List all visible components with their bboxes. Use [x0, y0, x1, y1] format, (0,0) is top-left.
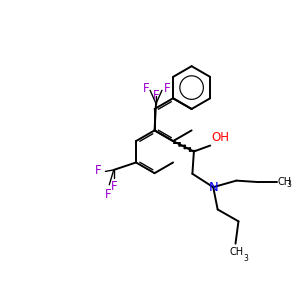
- Text: 3: 3: [244, 254, 248, 263]
- Text: F: F: [110, 180, 117, 193]
- Text: 3: 3: [286, 180, 291, 189]
- Text: F: F: [105, 188, 112, 201]
- Text: F: F: [143, 82, 149, 95]
- Text: F: F: [164, 82, 170, 95]
- Text: N: N: [208, 181, 218, 194]
- Text: OH: OH: [212, 131, 230, 144]
- Text: F: F: [95, 164, 102, 177]
- Text: CH: CH: [229, 247, 243, 257]
- Text: CH: CH: [278, 176, 292, 187]
- Text: F: F: [153, 89, 159, 102]
